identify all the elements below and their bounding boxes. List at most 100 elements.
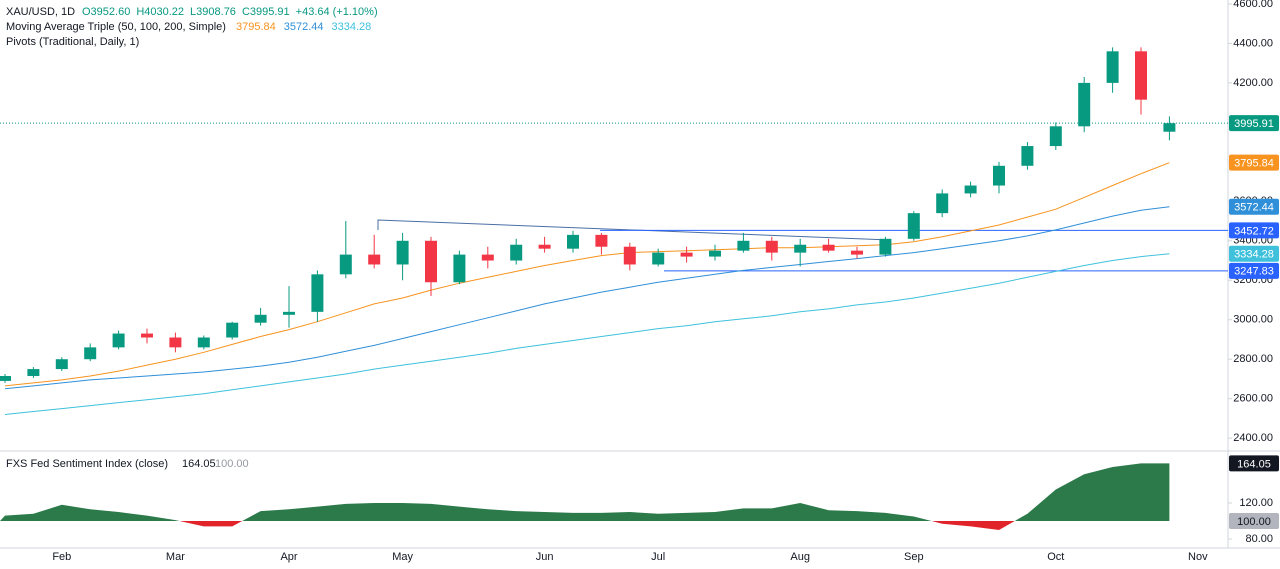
price-badge-label: 3452.72 (1234, 225, 1274, 237)
price-badge-label: 3247.83 (1234, 266, 1274, 278)
x-tick-label: Mar (166, 551, 185, 563)
candle-body (765, 240, 778, 253)
baseline-badge-label: 100.00 (1237, 516, 1271, 528)
candle-body (1163, 123, 1176, 132)
y-tick-label: 4200.00 (1233, 77, 1273, 89)
y-tick-label: 80.00 (1245, 533, 1273, 545)
y-tick-label: 2800.00 (1233, 353, 1273, 365)
indicator-title: FXS Fed Sentiment Index (close) (6, 458, 168, 470)
ma-value: 3795.84 (236, 21, 276, 33)
x-tick-label: May (392, 551, 413, 563)
ohlc-label: L3908.76 (190, 6, 236, 18)
candle-body (680, 252, 693, 257)
ohlc-label: +43.64 (+1.10%) (296, 6, 378, 18)
candle-body (936, 193, 949, 214)
ohlc-label: H4030.22 (136, 6, 184, 18)
candle-body (84, 347, 97, 360)
candle-body (0, 375, 11, 381)
price-badge (1229, 115, 1279, 132)
y-tick-label: 120.00 (1239, 497, 1273, 509)
candle-body (737, 240, 750, 251)
price-badge-label: 3995.91 (1234, 118, 1274, 130)
ma-title: Moving Average Triple (50, 100, 200, Sim… (6, 21, 226, 33)
candle-body (709, 250, 721, 257)
candle-body (1135, 51, 1147, 100)
candle-body (112, 333, 125, 348)
candle-body (339, 254, 352, 275)
x-tick-label: Apr (280, 551, 297, 563)
candle-body (141, 333, 153, 338)
candle-body (510, 244, 523, 261)
candle-body (368, 254, 381, 265)
price-badge-label: 3795.84 (1234, 158, 1274, 170)
x-tick-label: Nov (1188, 551, 1208, 563)
ma-value: 3334.28 (332, 21, 372, 33)
ohlc-label: O3952.60 (82, 6, 130, 18)
ohlc-label: C3995.91 (242, 6, 290, 18)
price-badge (1229, 245, 1279, 262)
price-badge (1229, 154, 1279, 171)
price-badge (1229, 198, 1279, 215)
main-pane: 4600.004400.004200.004000.003800.003600.… (0, 0, 1279, 444)
price-badge-label: 3334.28 (1234, 249, 1274, 261)
candle-body (197, 337, 210, 348)
baseline-badge (1229, 513, 1279, 530)
ma-line (4, 253, 1170, 415)
candle-body (1078, 82, 1091, 127)
x-tick-label: Feb (52, 551, 71, 563)
y-tick-label: 2400.00 (1233, 432, 1273, 444)
candle-body (822, 244, 835, 251)
ma-line (4, 162, 1170, 387)
candle-body (964, 185, 977, 194)
x-tick-label: Jul (651, 551, 665, 563)
candle-body (283, 311, 295, 315)
candle-body (851, 250, 863, 255)
candle-body (226, 322, 239, 338)
candle-body (993, 165, 1005, 186)
candle-body (879, 238, 892, 255)
candle-body (1021, 146, 1034, 166)
candle-body (567, 234, 579, 249)
candle-body (794, 244, 807, 253)
candle-body (453, 254, 466, 283)
candle-body (652, 252, 665, 265)
ma-line (4, 206, 1170, 390)
trend-line (377, 219, 891, 241)
legend: XAU/USD, 1D Moving Average Triple (50, 1… (6, 6, 378, 470)
pivot-title: Pivots (Traditional, Daily, 1) (6, 36, 139, 48)
candle-body (538, 244, 551, 249)
candle-body (396, 240, 409, 265)
y-tick-label: 2600.00 (1233, 393, 1273, 405)
candle-body (311, 274, 324, 312)
x-tick-label: Oct (1047, 551, 1064, 563)
area-above (0, 463, 1170, 521)
candle-body (907, 213, 920, 239)
value-badge (1229, 455, 1279, 472)
ma-value: 3572.44 (284, 21, 324, 33)
y-tick-label: 4400.00 (1233, 37, 1273, 49)
y-tick-label: 4600.00 (1233, 0, 1273, 10)
indicator-baseline: 100.00 (215, 458, 249, 470)
candle-body (254, 314, 267, 323)
indicator-value: 164.05 (182, 458, 216, 470)
price-badge (1229, 262, 1279, 279)
price-badge-label: 3572.44 (1234, 202, 1274, 214)
y-tick-label: 3000.00 (1233, 314, 1273, 326)
candle-body (27, 369, 40, 376)
candle-body (169, 337, 182, 348)
value-badge-label: 164.05 (1237, 458, 1271, 470)
x-tick-label: Aug (790, 551, 810, 563)
candle-body (55, 359, 68, 370)
x-tick-label: Sep (904, 551, 924, 563)
candle-body (595, 234, 608, 247)
candle-body (1049, 126, 1062, 147)
candle-body (425, 240, 437, 283)
symbol-title: XAU/USD, 1D (6, 6, 75, 18)
x-tick-label: Jun (536, 551, 554, 563)
candle-body (623, 246, 636, 265)
candle-body (1106, 51, 1119, 83)
candle-body (481, 254, 494, 261)
price-badge (1229, 222, 1279, 239)
